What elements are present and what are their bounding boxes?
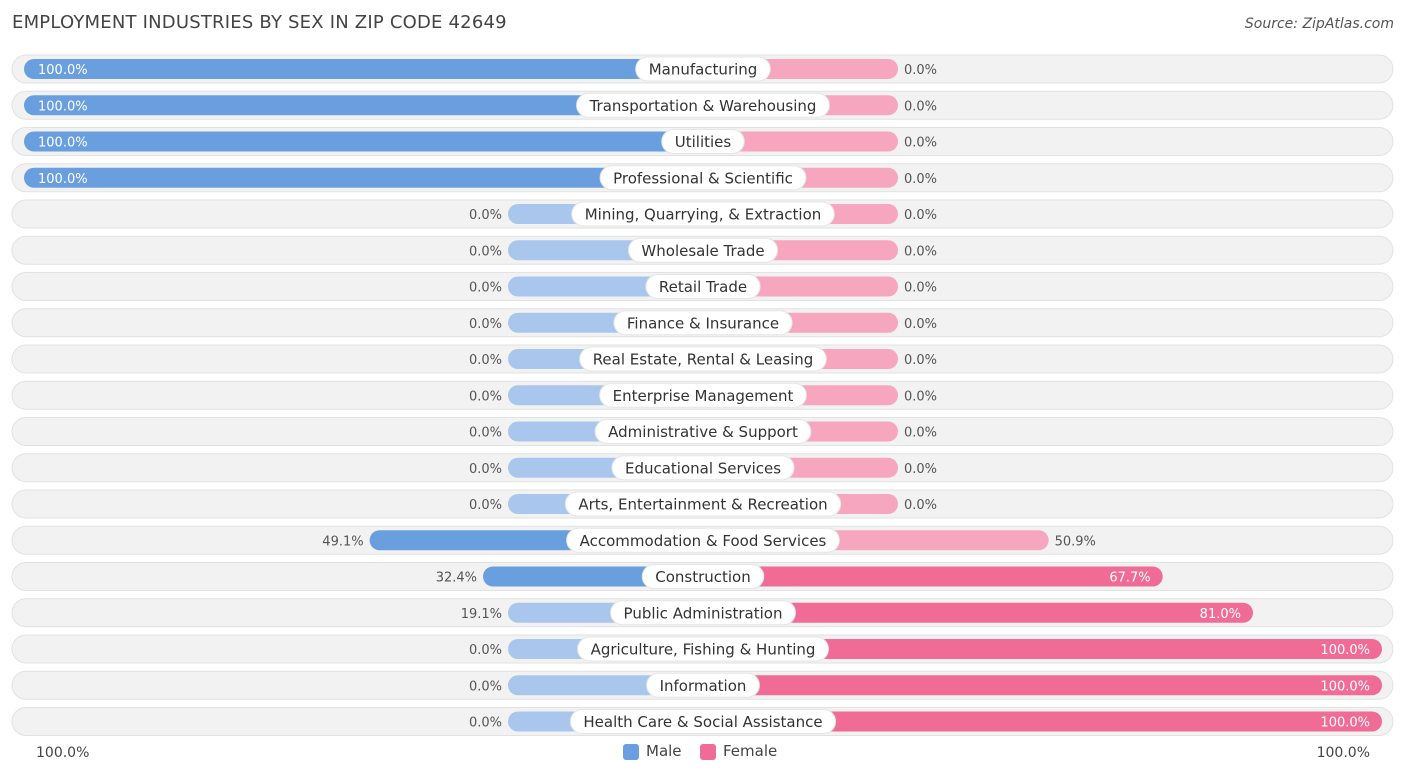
- category-label: Health Care & Social Assistance: [583, 713, 822, 731]
- female-value-label: 0.0%: [904, 317, 937, 332]
- category-pill: [661, 129, 745, 154]
- male-value-label: 0.0%: [469, 208, 502, 223]
- category-pill: [646, 672, 760, 698]
- legend-male-swatch: [623, 744, 639, 760]
- female-value-label: 100.0%: [1320, 679, 1370, 694]
- category-pill: [577, 636, 829, 662]
- source-note: Source: ZipAtlas.com: [1244, 16, 1394, 32]
- category-label: Information: [660, 677, 747, 695]
- male-value-label: 0.0%: [469, 498, 502, 513]
- category-label: Public Administration: [624, 604, 783, 622]
- male-value-label: 0.0%: [469, 462, 502, 477]
- female-value-label: 0.0%: [904, 63, 937, 78]
- male-value-label: 0.0%: [469, 426, 502, 441]
- male-value-label: 0.0%: [469, 679, 502, 694]
- female-value-label: 0.0%: [904, 462, 937, 477]
- female-bar: [703, 639, 1382, 659]
- category-label: Professional & Scientific: [613, 169, 793, 187]
- category-pill: [610, 600, 796, 626]
- category-pill: [576, 92, 830, 118]
- female-value-label: 0.0%: [904, 172, 937, 187]
- female-value-label: 81.0%: [1200, 607, 1241, 622]
- female-value-label: 0.0%: [904, 353, 937, 368]
- female-value-label: 0.0%: [904, 498, 937, 513]
- female-value-label: 0.0%: [904, 426, 937, 441]
- category-pill: [599, 382, 807, 408]
- female-value-label: 0.0%: [904, 208, 937, 223]
- legend-female-label: Female: [723, 742, 778, 760]
- female-value-label: 100.0%: [1320, 716, 1370, 731]
- male-value-label: 19.1%: [461, 607, 502, 622]
- female-value-label: 0.0%: [904, 281, 937, 296]
- male-value-label: 0.0%: [469, 643, 502, 658]
- category-label: Wholesale Trade: [641, 242, 764, 260]
- category-label: Educational Services: [625, 459, 781, 477]
- male-bar: [24, 167, 703, 188]
- axis-left-label: 100.0%: [36, 745, 90, 761]
- category-pill: [569, 709, 837, 734]
- category-pill: [641, 564, 765, 589]
- female-value-label: 0.0%: [904, 389, 937, 404]
- category-label: Accommodation & Food Services: [580, 532, 827, 550]
- legend-female-swatch: [700, 744, 716, 760]
- female-value-label: 100.0%: [1320, 643, 1370, 658]
- category-label: Retail Trade: [659, 278, 747, 296]
- female-value-label: 0.0%: [904, 136, 937, 151]
- male-value-label: 0.0%: [469, 353, 502, 368]
- category-label: Agriculture, Fishing & Hunting: [591, 641, 816, 659]
- category-label: Arts, Entertainment & Recreation: [578, 496, 827, 514]
- male-value-label: 0.0%: [469, 244, 502, 259]
- category-pill: [611, 455, 795, 481]
- category-label: Manufacturing: [649, 61, 758, 79]
- male-value-label: 0.0%: [469, 389, 502, 404]
- chart-title: EMPLOYMENT INDUSTRIES BY SEX IN ZIP CODE…: [12, 12, 507, 33]
- female-bar: [703, 566, 1163, 587]
- category-label: Transportation & Warehousing: [589, 97, 817, 115]
- female-value-label: 50.9%: [1055, 534, 1096, 549]
- axis-right-label: 100.0%: [1316, 745, 1370, 761]
- category-label: Administrative & Support: [608, 423, 798, 441]
- category-pill: [627, 237, 779, 263]
- female-value-label: 0.0%: [904, 244, 937, 259]
- category-pill: [566, 527, 840, 553]
- male-value-label: 100.0%: [38, 172, 88, 187]
- category-label: Utilities: [675, 133, 732, 151]
- category-label: Mining, Quarrying, & Extraction: [585, 206, 822, 224]
- female-value-label: 67.7%: [1109, 571, 1150, 586]
- female-bar: [703, 675, 1382, 696]
- female-bar: [703, 131, 898, 152]
- male-bar: [24, 59, 703, 79]
- male-value-label: 100.0%: [38, 63, 88, 78]
- male-value-label: 0.0%: [469, 281, 502, 296]
- male-bar: [24, 95, 703, 116]
- category-label: Finance & Insurance: [627, 314, 779, 332]
- category-pill: [571, 201, 835, 227]
- category-pill: [645, 274, 761, 299]
- category-label: Enterprise Management: [613, 387, 794, 405]
- female-bar: [703, 711, 1382, 732]
- category-label: Construction: [655, 568, 751, 586]
- bar-chart: 100.0% 0.0% Manufacturing 100.0% 0.0% Transpo…: [11, 54, 1394, 736]
- male-value-label: 49.1%: [322, 534, 363, 549]
- category-label: Real Estate, Rental & Leasing: [593, 351, 814, 369]
- legend-male-label: Male: [646, 742, 682, 760]
- category-pill: [594, 419, 812, 444]
- category-pill: [613, 310, 793, 336]
- male-value-label: 100.0%: [38, 136, 88, 151]
- female-value-label: 0.0%: [904, 99, 937, 114]
- category-pill: [564, 491, 842, 517]
- category-pill: [599, 165, 807, 191]
- male-bar: [24, 131, 703, 152]
- male-value-label: 32.4%: [436, 571, 477, 586]
- male-value-label: 100.0%: [38, 99, 88, 114]
- category-pill: [635, 56, 771, 82]
- male-value-label: 0.0%: [469, 716, 502, 731]
- category-pill: [579, 346, 827, 372]
- female-bar: [703, 602, 1253, 623]
- male-value-label: 0.0%: [469, 317, 502, 332]
